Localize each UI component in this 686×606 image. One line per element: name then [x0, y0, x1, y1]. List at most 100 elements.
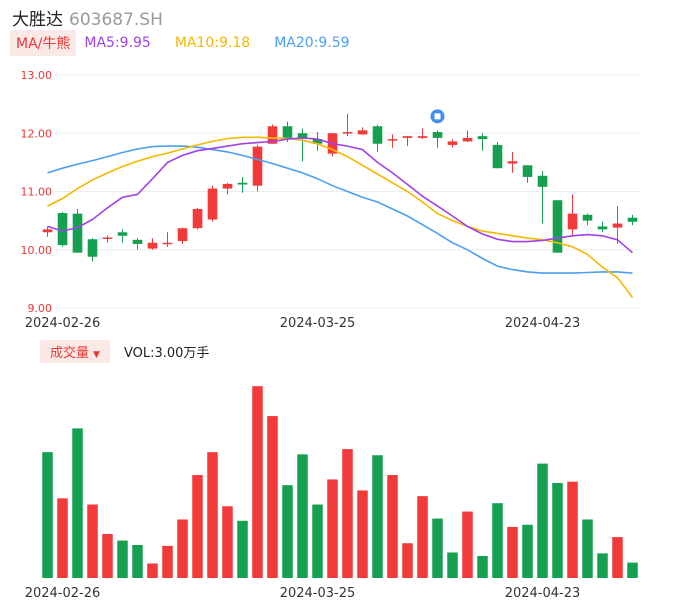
volume-bar [177, 519, 188, 578]
candle-body [402, 136, 413, 138]
volume-value: VOL:3.00万手 [123, 345, 210, 361]
volume-bar [117, 540, 128, 578]
volume-bar [462, 511, 473, 578]
volume-bar [312, 504, 323, 578]
candle-body [147, 242, 158, 249]
volume-bar [297, 454, 308, 578]
candle-body [117, 232, 128, 236]
volume-bar [417, 496, 428, 578]
y-tick-label: 9.00 [28, 302, 53, 315]
volume-x-axis-date-label: 2024-03-25 [280, 586, 356, 601]
volume-bar [372, 455, 383, 578]
candle-body [132, 239, 143, 244]
x-axis-date-label: 2024-04-23 [505, 316, 581, 331]
candle-body [477, 136, 488, 140]
volume-bar [627, 562, 638, 578]
candle-body [627, 217, 638, 222]
stock-code: 603687.SH [69, 10, 163, 30]
volume-bar [402, 543, 413, 578]
candle-body [372, 126, 383, 144]
volume-bar [582, 519, 593, 578]
candle-body [492, 144, 503, 169]
volume-bar [492, 503, 503, 578]
volume-x-axis-date-label: 2024-04-23 [505, 586, 581, 601]
x-axis-date-label: 2024-03-25 [280, 316, 356, 331]
volume-bar [132, 545, 143, 578]
y-tick-label: 10.00 [21, 244, 53, 257]
volume-bar [567, 481, 578, 578]
volume-bar [222, 506, 233, 578]
volume-bar [537, 463, 548, 578]
stock-name: 大胜达 [12, 10, 63, 30]
volume-bar [552, 482, 563, 578]
candle-body [387, 139, 398, 141]
candle-body [567, 213, 578, 230]
candle-body [252, 146, 263, 186]
volume-bar [387, 475, 398, 578]
volume-bar [42, 452, 53, 578]
dropdown-arrow-icon: ▼ [93, 349, 100, 360]
candle-body [312, 139, 323, 144]
ma20-line [47, 145, 633, 274]
volume-bar [342, 449, 353, 578]
candle-body [102, 237, 113, 240]
ma10-label: MA10:9.18 [174, 35, 251, 51]
candle-body [342, 132, 353, 134]
volume-bar [507, 526, 518, 578]
candle-body [447, 141, 458, 145]
volume-bar [207, 452, 218, 578]
candle-body [297, 133, 308, 138]
candle-body [417, 136, 428, 138]
candle-body [192, 208, 203, 229]
candle-body [582, 214, 593, 221]
stock-title: 大胜达 603687.SH [12, 5, 163, 30]
volume-bar [192, 475, 203, 578]
ma-legend: MA/牛熊 MA5:9.95 MA10:9.18 MA20:9.59 [10, 30, 374, 56]
volume-legend: 成交量 ▼ VOL:3.00万手 [40, 339, 210, 363]
candle-body [222, 183, 233, 189]
candle-body [72, 213, 83, 253]
candle-body [462, 137, 473, 142]
volume-bar [252, 386, 263, 578]
candle-body [432, 132, 443, 138]
volume-bar [282, 485, 293, 578]
candle-body [357, 130, 368, 135]
volume-bar [432, 518, 443, 578]
event-marker-glyph [434, 113, 441, 120]
ma-selector-button[interactable]: MA/牛熊 [10, 30, 77, 56]
volume-x-axis-date-label: 2024-02-26 [25, 586, 101, 601]
candle-body [57, 213, 68, 246]
x-axis-date-label: 2024-02-26 [25, 316, 101, 331]
volume-bar [147, 563, 158, 578]
volume-selector-button[interactable]: 成交量 ▼ [40, 339, 110, 363]
ma20-label: MA20:9.59 [274, 35, 350, 51]
candle-body [282, 126, 293, 138]
volume-bar [357, 490, 368, 578]
candle-body [612, 223, 623, 228]
candle-body [237, 182, 248, 185]
ma5-label: MA5:9.95 [84, 35, 151, 51]
candle-body [507, 161, 518, 164]
candle-body [597, 226, 608, 230]
volume-bar [612, 537, 623, 578]
y-tick-label: 12.00 [21, 127, 53, 140]
candle-body [42, 229, 53, 233]
volume-bar [327, 479, 338, 578]
ma10-line [47, 136, 634, 298]
candle-body [522, 165, 533, 177]
volume-bar [522, 524, 533, 578]
volume-bar [237, 520, 248, 578]
candle-body [537, 175, 548, 187]
volume-bar [597, 553, 608, 578]
candle-body [267, 126, 278, 144]
candle-body [162, 242, 173, 245]
volume-bar [267, 416, 278, 578]
candle-body [207, 188, 218, 220]
volume-bar [477, 556, 488, 578]
volume-bar [87, 504, 98, 578]
volume-bar [102, 534, 113, 578]
candle-body [552, 200, 563, 253]
volume-bar [57, 498, 68, 578]
y-tick-label: 13.00 [21, 69, 53, 82]
